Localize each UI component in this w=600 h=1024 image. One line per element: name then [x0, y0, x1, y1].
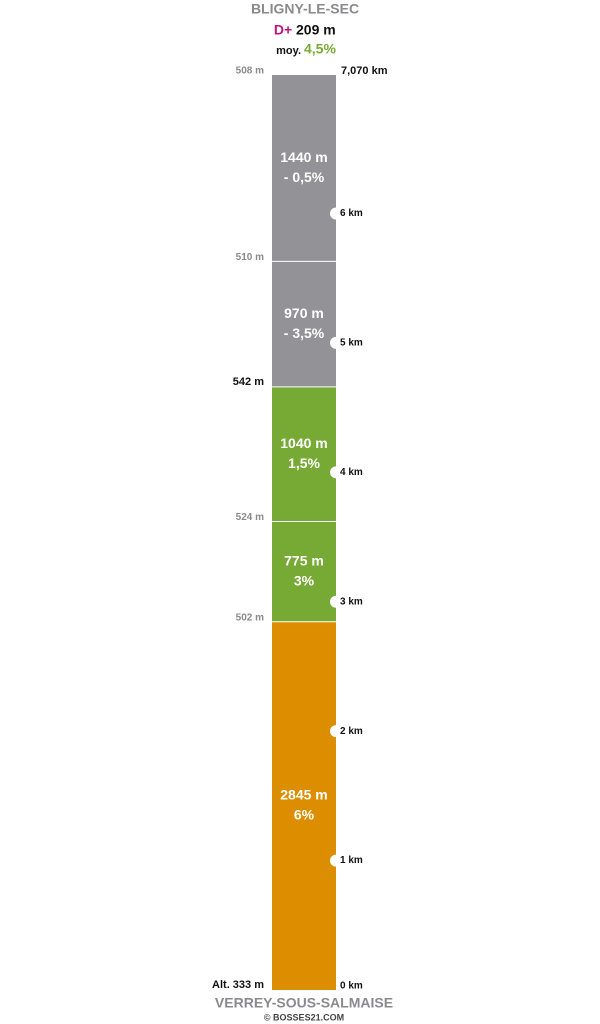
segment-length: 775 m — [284, 552, 324, 568]
avg-prefix: moy. — [276, 45, 301, 57]
total-distance: 7,070 km — [341, 65, 388, 77]
segment-grade: 1,5% — [288, 455, 320, 471]
segment-grade: - 3,5% — [284, 325, 325, 341]
altitude-label: 502 m — [236, 612, 264, 623]
km-marker — [330, 854, 342, 867]
km-marker — [330, 595, 342, 608]
segment-grade: 6% — [294, 807, 315, 823]
segment-length: 1440 m — [280, 149, 327, 165]
finish-name: VERREY-SOUS-SALMAISE — [215, 995, 393, 1011]
start-name: BLIGNY-LE-SEC — [251, 1, 359, 17]
altitude-label: 510 m — [236, 252, 264, 263]
gain: 209 m — [296, 22, 336, 38]
km-label: 0 km — [340, 981, 363, 992]
segment-grade: - 0,5% — [284, 169, 325, 185]
km-marker — [330, 336, 342, 349]
km-marker — [330, 207, 342, 220]
gain-prefix: D+ — [274, 22, 292, 38]
km-label: 1 km — [340, 855, 363, 866]
km-label: 2 km — [340, 726, 363, 737]
km-marker — [330, 725, 342, 738]
segment-length: 970 m — [284, 305, 324, 321]
altitude-label: 524 m — [236, 512, 264, 523]
segment-grade: 3% — [294, 572, 315, 588]
km-label: 5 km — [340, 338, 363, 349]
credit: © BOSSES21.COM — [264, 1012, 344, 1022]
altitude-label: Alt. 333 m — [212, 979, 264, 991]
segment — [272, 75, 336, 262]
segment — [272, 521, 336, 622]
segment — [272, 621, 336, 990]
km-label: 6 km — [340, 208, 363, 219]
km-label: 3 km — [340, 596, 363, 607]
segment — [272, 261, 336, 387]
km-label: 4 km — [340, 467, 363, 478]
segment-length: 1040 m — [280, 435, 327, 451]
top-altitude: 508 m — [236, 66, 264, 77]
segment-length: 2845 m — [280, 787, 327, 803]
altitude-label: 542 m — [233, 376, 264, 388]
segment — [272, 386, 336, 522]
avg-grade: 4,5% — [304, 41, 336, 57]
km-marker — [330, 466, 342, 479]
